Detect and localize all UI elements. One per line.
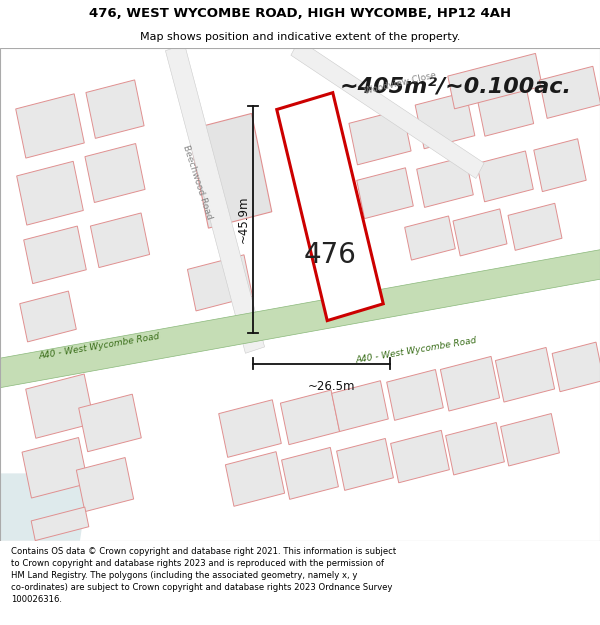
Polygon shape [86,80,144,138]
Polygon shape [0,473,90,541]
Polygon shape [226,452,284,506]
Text: Contains OS data © Crown copyright and database right 2021. This information is : Contains OS data © Crown copyright and d… [11,546,396,604]
Polygon shape [188,114,272,228]
Polygon shape [500,414,559,466]
Polygon shape [391,431,449,482]
Polygon shape [476,82,533,136]
Text: Map shows position and indicative extent of the property.: Map shows position and indicative extent… [140,32,460,42]
Text: Woodview Close: Woodview Close [363,71,437,96]
Polygon shape [448,53,542,109]
Polygon shape [219,400,281,458]
Polygon shape [415,92,475,149]
Polygon shape [332,381,388,431]
Polygon shape [0,248,600,389]
Polygon shape [508,203,562,251]
Polygon shape [337,439,394,491]
Polygon shape [357,168,413,219]
Polygon shape [417,157,473,208]
Polygon shape [453,209,507,256]
Text: A40 - West Wycombe Road: A40 - West Wycombe Road [38,332,161,361]
Polygon shape [187,255,253,311]
Polygon shape [280,390,340,444]
Text: 476, WEST WYCOMBE ROAD, HIGH WYCOMBE, HP12 4AH: 476, WEST WYCOMBE ROAD, HIGH WYCOMBE, HP… [89,7,511,20]
Polygon shape [405,216,455,260]
Polygon shape [281,448,338,499]
Text: ~405m²/~0.100ac.: ~405m²/~0.100ac. [340,77,572,97]
Polygon shape [291,40,484,179]
Polygon shape [277,92,383,321]
Text: ~26.5m: ~26.5m [308,381,355,393]
Polygon shape [534,139,586,192]
Polygon shape [387,369,443,421]
Text: 476: 476 [304,241,356,269]
Polygon shape [22,438,88,498]
Polygon shape [24,226,86,284]
Polygon shape [349,109,411,165]
Polygon shape [17,161,83,225]
Polygon shape [85,144,145,202]
Polygon shape [26,374,94,438]
Polygon shape [552,342,600,392]
Polygon shape [20,291,76,342]
Text: ~45.9m: ~45.9m [236,196,250,243]
Polygon shape [16,94,84,158]
Polygon shape [91,213,149,268]
Polygon shape [496,348,554,402]
Text: A40 - West Wycombe Road: A40 - West Wycombe Road [355,336,478,364]
Polygon shape [79,394,141,452]
Polygon shape [446,422,505,475]
Polygon shape [440,356,500,411]
Polygon shape [539,66,600,118]
Text: Beechwood Road: Beechwood Road [181,144,213,221]
Polygon shape [31,507,89,541]
Polygon shape [477,151,533,202]
Polygon shape [76,458,134,512]
Polygon shape [166,44,265,353]
